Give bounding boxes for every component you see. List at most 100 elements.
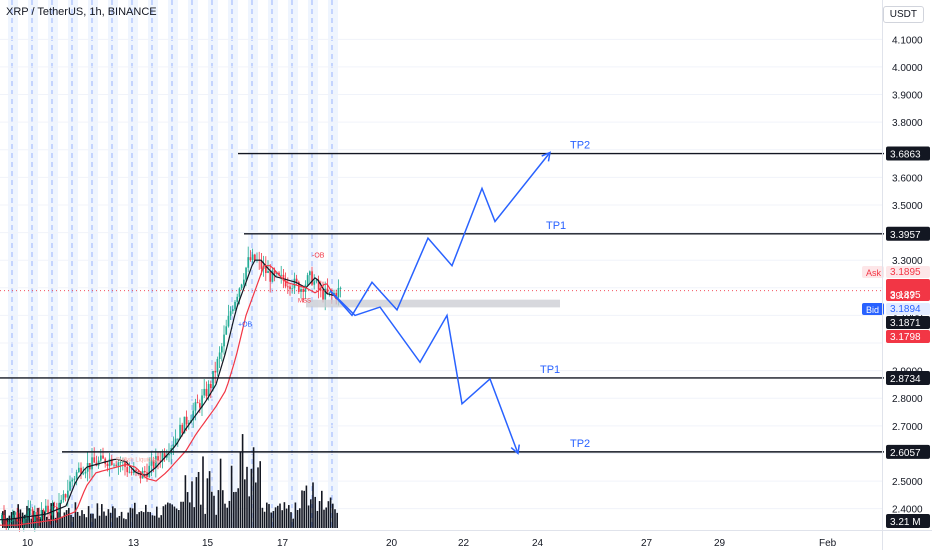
volume-bar xyxy=(235,491,237,528)
candle-body xyxy=(243,279,245,285)
ask-value-bg xyxy=(886,266,930,278)
volume-bar xyxy=(274,507,277,528)
volume-bar xyxy=(261,507,264,528)
candle-body xyxy=(315,280,318,282)
volume-bar xyxy=(68,507,70,528)
projection-up-path[interactable] xyxy=(329,152,551,317)
candle-body xyxy=(328,292,331,294)
volume-bar xyxy=(127,512,129,528)
candle-body xyxy=(31,509,34,522)
volume-bar xyxy=(327,501,330,528)
volume-bar xyxy=(213,495,215,528)
volume-bar xyxy=(332,503,334,528)
volume-bar xyxy=(96,503,99,528)
volume-bar xyxy=(316,510,319,528)
candle-body xyxy=(229,311,232,316)
volume-bar xyxy=(138,512,140,528)
volume-bar xyxy=(149,512,151,528)
candle-body xyxy=(135,469,137,472)
date-axis-separator xyxy=(0,530,932,531)
candle-body xyxy=(313,281,316,285)
candle-body xyxy=(128,471,131,473)
projection-up-path-arrowhead xyxy=(541,151,551,162)
volume-bar xyxy=(109,512,112,528)
volume-bar xyxy=(175,508,178,528)
volume-bar xyxy=(202,456,204,528)
volume-bar xyxy=(197,471,200,528)
volume-bar xyxy=(98,515,101,528)
volume-bar xyxy=(167,502,169,528)
candle-body xyxy=(166,455,168,458)
candle-body xyxy=(216,358,219,373)
candle-body xyxy=(273,270,276,274)
currency-button[interactable]: USDT xyxy=(882,6,924,23)
volume-bar xyxy=(87,506,90,528)
candle-body xyxy=(117,462,120,466)
session-stripe xyxy=(188,0,198,528)
ma-fast-line xyxy=(0,259,337,521)
volume-bar xyxy=(336,512,338,528)
projection-down-path[interactable] xyxy=(329,290,519,454)
last-price-bg xyxy=(886,279,930,301)
volume-bar xyxy=(290,512,292,528)
candle-body xyxy=(51,506,54,516)
volume-bar xyxy=(215,514,217,528)
volume-bar xyxy=(283,502,286,528)
candle-body xyxy=(337,287,340,298)
volume-bar xyxy=(83,514,85,528)
session-stripe xyxy=(68,0,78,528)
volume-bar xyxy=(74,502,77,528)
volume-bar xyxy=(217,490,220,528)
volume-bar xyxy=(246,466,248,528)
volume-bar xyxy=(4,509,6,528)
ma-slow-line xyxy=(0,265,337,526)
candle-body xyxy=(115,464,118,466)
candle-body xyxy=(196,402,199,404)
volume-bar xyxy=(299,508,301,528)
volume-bar xyxy=(186,492,189,528)
candle-body xyxy=(5,520,8,525)
candle-body xyxy=(192,410,195,421)
price-axis-label: 2.7000 xyxy=(892,422,923,433)
volume-bar xyxy=(41,509,44,528)
volume-bar xyxy=(19,509,22,528)
volume-bar xyxy=(228,500,231,528)
volume-bar xyxy=(112,506,114,528)
volume-bar xyxy=(292,518,294,528)
volume-bar xyxy=(24,514,26,528)
ma-value-tag: 3.1871 xyxy=(890,318,921,329)
bid-value: 3.1894 xyxy=(890,304,921,315)
date-axis-label: 22 xyxy=(458,538,470,549)
candle-body xyxy=(302,288,305,293)
price-axis-label: 3.5000 xyxy=(892,201,923,212)
candle-body xyxy=(126,466,129,473)
session-stripe xyxy=(28,0,38,528)
candle-body xyxy=(172,444,175,448)
volume-bar xyxy=(28,508,30,528)
candle-body xyxy=(133,469,135,474)
candle-body xyxy=(111,458,113,465)
candle-body xyxy=(221,346,223,353)
candle-body xyxy=(62,494,65,500)
mss-label: MSS xyxy=(298,299,311,305)
volume-bar xyxy=(173,506,176,528)
volume-bar xyxy=(257,467,259,528)
volume-bar xyxy=(219,458,222,528)
candle-body xyxy=(311,271,313,285)
volume-bar xyxy=(125,519,127,528)
volume-bar xyxy=(200,504,202,528)
tp-label: TP1 xyxy=(540,364,560,376)
volume-bar xyxy=(180,501,182,528)
volume-bar xyxy=(76,511,79,528)
candle-body xyxy=(97,460,100,466)
volume-bar xyxy=(153,515,156,528)
price-axis-label: 3.8000 xyxy=(892,118,923,129)
session-stripe xyxy=(328,0,338,528)
candle-body xyxy=(148,465,151,478)
candle-body xyxy=(295,278,298,282)
candle-body xyxy=(38,517,41,520)
volume-bar xyxy=(307,505,310,528)
date-axis-label: 15 xyxy=(202,538,214,549)
candle-body xyxy=(201,395,203,408)
